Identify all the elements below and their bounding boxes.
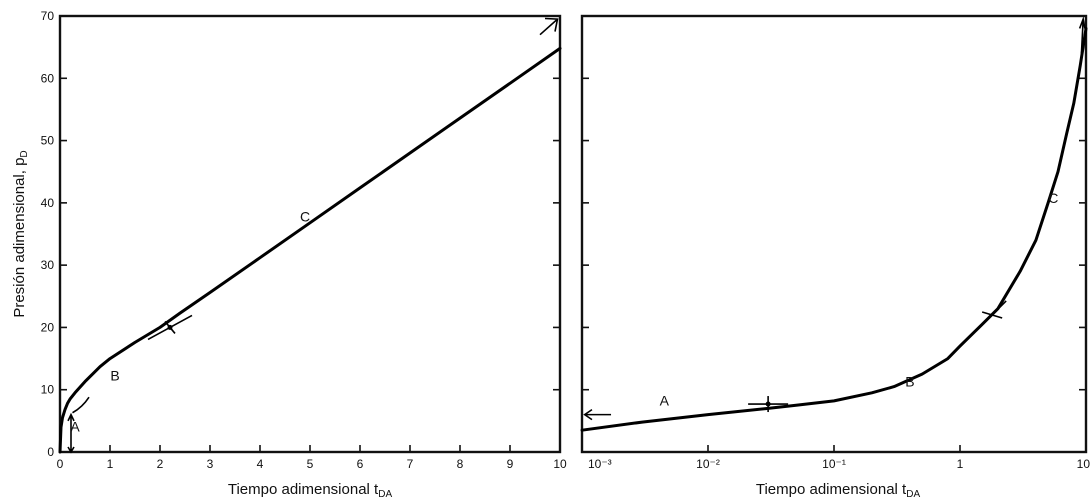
end-arrow — [1078, 16, 1086, 54]
y-tick-label: 70 — [41, 9, 55, 23]
right-plot-frame — [580, 14, 1088, 454]
left-x-tick-label: 1 — [107, 457, 114, 471]
left-x-axis-title: Tiempo adimensional tDA — [228, 481, 393, 499]
region-label: C — [300, 209, 310, 225]
region-label: B — [905, 374, 914, 390]
left-x-tick-label: 0 — [57, 457, 64, 471]
left-x-tick-label: 3 — [207, 457, 214, 471]
region-bc-tick — [981, 311, 1003, 319]
log-time-panel: 10⁻³ 10⁻² 10⁻¹ 1 10 A B C Tiempo adimensional … — [580, 14, 1090, 499]
right-x-tick-label: 1 — [957, 457, 964, 471]
region-label: A — [660, 392, 670, 408]
left-x-tick-label: 8 — [457, 457, 464, 471]
region-label: C — [1048, 190, 1058, 206]
right-region-labels: A B C — [660, 190, 1059, 408]
right-x-tick-label: 10⁻³ — [588, 457, 612, 471]
left-region-labels: A B C — [70, 209, 310, 435]
end-arrow — [539, 17, 559, 36]
right-x-tick-label: 10 — [1077, 457, 1090, 471]
y-tick-label: 10 — [41, 383, 55, 397]
left-x-tick-label: 2 — [157, 457, 164, 471]
y-tick-label: 0 — [47, 445, 54, 459]
left-pressure-curve — [58, 46, 562, 454]
y-tick-label: 50 — [41, 134, 55, 148]
y-tick-label: 30 — [41, 258, 55, 272]
right-region-markers — [583, 16, 1086, 421]
left-region-markers — [67, 17, 559, 454]
left-x-tick-label: 7 — [407, 457, 414, 471]
left-x-tick-label: 5 — [307, 457, 314, 471]
right-x-tick-label: 10⁻² — [696, 457, 720, 471]
y-tick-label: 40 — [41, 196, 55, 210]
left-x-tick-label: 4 — [257, 457, 264, 471]
region-label: B — [110, 367, 119, 383]
left-ticks — [59, 15, 561, 453]
right-ticks — [581, 15, 1087, 453]
y-tick-label: 60 — [41, 71, 55, 85]
right-x-tick-label: 10⁻¹ — [822, 457, 846, 471]
region-label: A — [70, 418, 80, 434]
y-tick-label: 20 — [41, 320, 55, 334]
left-x-tick-label: 9 — [507, 457, 514, 471]
region-a-arrow — [583, 408, 612, 421]
left-x-tick-label: 10 — [553, 457, 567, 471]
region-ab-dot — [765, 401, 771, 407]
left-plot-frame — [58, 14, 562, 454]
linear-time-panel: 0 1 2 3 4 5 6 7 8 9 10 0 10 20 30 40 50 60 70 A B C Tiempo a… — [11, 9, 567, 499]
left-tick-labels: 0 1 2 3 4 5 6 7 8 9 10 0 10 20 30 40 50 60 70 — [41, 9, 567, 471]
right-tick-labels: 10⁻³ 10⁻² 10⁻¹ 1 10 — [588, 457, 1090, 471]
y-axis-title: Presión adimensional, pD — [11, 150, 30, 317]
region-a-arrow — [67, 412, 75, 454]
region-ab-arc — [72, 396, 90, 414]
right-pressure-curve — [580, 27, 1088, 432]
right-x-axis-title: Tiempo adimensional tDA — [756, 481, 921, 499]
region-bc-dot — [167, 324, 173, 330]
left-x-tick-label: 6 — [357, 457, 364, 471]
